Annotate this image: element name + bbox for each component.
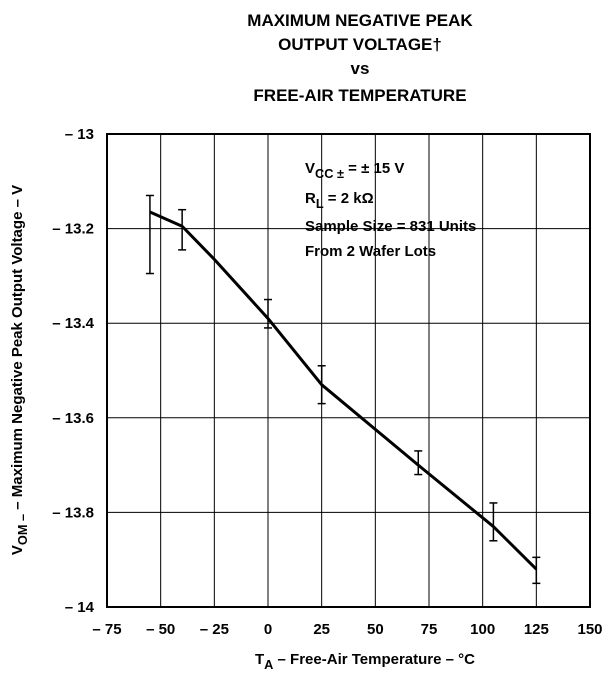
annotation-sub: L	[316, 196, 324, 211]
annotation-main: R	[305, 190, 316, 207]
x-tick-label: – 50	[146, 621, 175, 638]
y-axis-label-main: V	[9, 545, 26, 555]
x-tick-label: 25	[313, 621, 330, 638]
y-tick-label: – 13.4	[52, 315, 94, 332]
plot-frame	[106, 133, 591, 608]
y-axis-label-rest: – Maximum Negative Peak Output Voltage –…	[9, 185, 26, 514]
y-tick-label: – 13	[65, 126, 94, 143]
x-axis-label-rest: – Free-Air Temperature – °C	[273, 651, 475, 668]
x-axis-label-main: T	[255, 651, 264, 668]
y-tick-label: – 13.8	[52, 504, 94, 521]
x-tick-label: 125	[524, 621, 549, 638]
x-tick-label: – 25	[200, 621, 229, 638]
x-tick-label: 100	[470, 621, 495, 638]
chart-title: FREE-AIR TEMPERATURE	[253, 86, 466, 105]
annotation: RL = 2 kΩ	[305, 190, 374, 211]
annotation-main: From 2 Wafer Lots	[305, 243, 436, 260]
chart-title: MAXIMUM NEGATIVE PEAK	[247, 11, 473, 30]
chart-title: OUTPUT VOLTAGE†	[278, 35, 442, 54]
chart-title: vs	[351, 59, 370, 78]
annotation-rest: = 2 kΩ	[324, 190, 374, 207]
y-axis-label-sub: OM –	[15, 514, 30, 545]
data-line	[149, 210, 538, 571]
annotation: Sample Size = 831 Units	[305, 218, 476, 235]
x-tick-label: 50	[367, 621, 384, 638]
y-tick-label: – 13.6	[52, 410, 94, 427]
x-tick-label: 150	[577, 621, 602, 638]
annotation-main: V	[305, 160, 315, 177]
annotation: VCC ± = ± 15 V	[305, 160, 404, 181]
annotation-sub: CC ±	[315, 166, 344, 181]
y-tick-label: – 13.2	[52, 221, 94, 238]
x-tick-label: 0	[264, 621, 272, 638]
x-tick-label: – 75	[92, 621, 121, 638]
x-axis-label-sub: A	[264, 657, 273, 672]
annotation: From 2 Wafer Lots	[305, 243, 436, 260]
y-tick-label: – 14	[65, 599, 95, 616]
y-axis-label: VOM – – Maximum Negative Peak Output Vol…	[9, 185, 30, 555]
annotation-main: Sample Size = 831 Units	[305, 218, 476, 235]
x-tick-label: 75	[421, 621, 438, 638]
annotation-rest: = ± 15 V	[344, 160, 404, 177]
x-axis-label: TA – Free-Air Temperature – °C	[255, 651, 475, 672]
